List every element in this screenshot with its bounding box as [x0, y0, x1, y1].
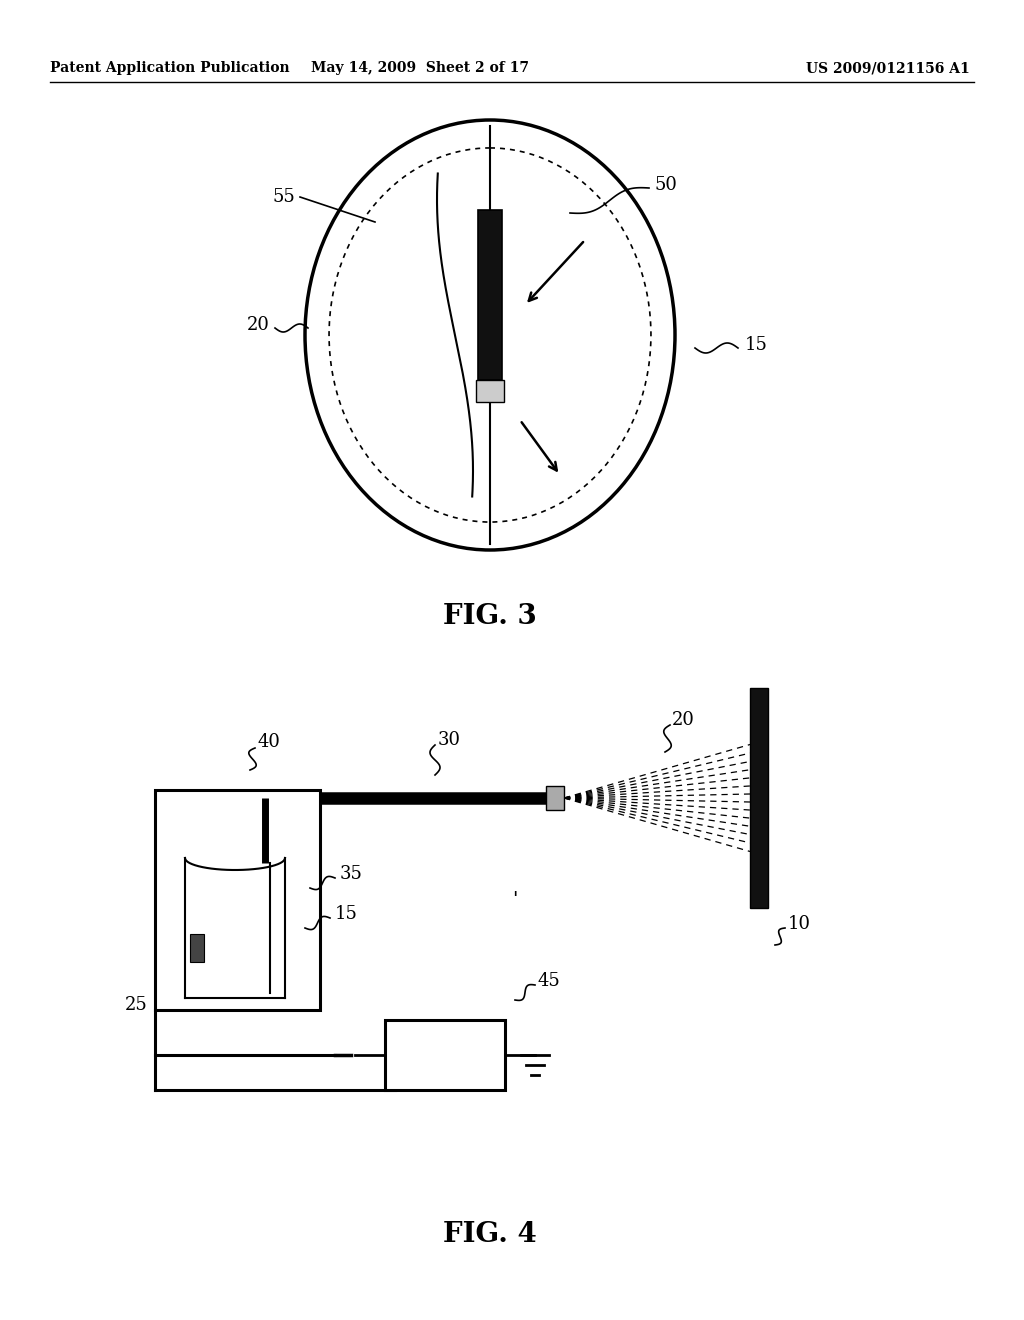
Text: 35: 35 — [340, 865, 362, 883]
Text: FIG. 4: FIG. 4 — [443, 1221, 537, 1249]
Text: May 14, 2009  Sheet 2 of 17: May 14, 2009 Sheet 2 of 17 — [311, 61, 529, 75]
FancyBboxPatch shape — [546, 785, 564, 810]
FancyBboxPatch shape — [155, 789, 319, 1010]
FancyBboxPatch shape — [478, 210, 502, 380]
Text: 15: 15 — [335, 906, 357, 923]
FancyBboxPatch shape — [385, 1020, 505, 1090]
Text: 10: 10 — [788, 915, 811, 933]
Text: US 2009/0121156 A1: US 2009/0121156 A1 — [806, 61, 970, 75]
Text: 50: 50 — [655, 176, 678, 194]
Text: 45: 45 — [538, 972, 561, 990]
Text: Patent Application Publication: Patent Application Publication — [50, 61, 290, 75]
Text: FIG. 3: FIG. 3 — [443, 603, 537, 631]
Text: 40: 40 — [258, 733, 281, 751]
FancyBboxPatch shape — [750, 688, 768, 908]
FancyBboxPatch shape — [476, 380, 504, 403]
Text: 55: 55 — [272, 187, 295, 206]
Text: 30: 30 — [438, 731, 461, 748]
Text: 20: 20 — [247, 315, 270, 334]
Text: 20: 20 — [672, 711, 695, 729]
Text: 25: 25 — [125, 997, 148, 1014]
Text: H.V.: H.V. — [421, 1045, 469, 1065]
Text: ': ' — [512, 891, 518, 909]
Text: 15: 15 — [745, 337, 768, 354]
FancyBboxPatch shape — [190, 935, 204, 962]
